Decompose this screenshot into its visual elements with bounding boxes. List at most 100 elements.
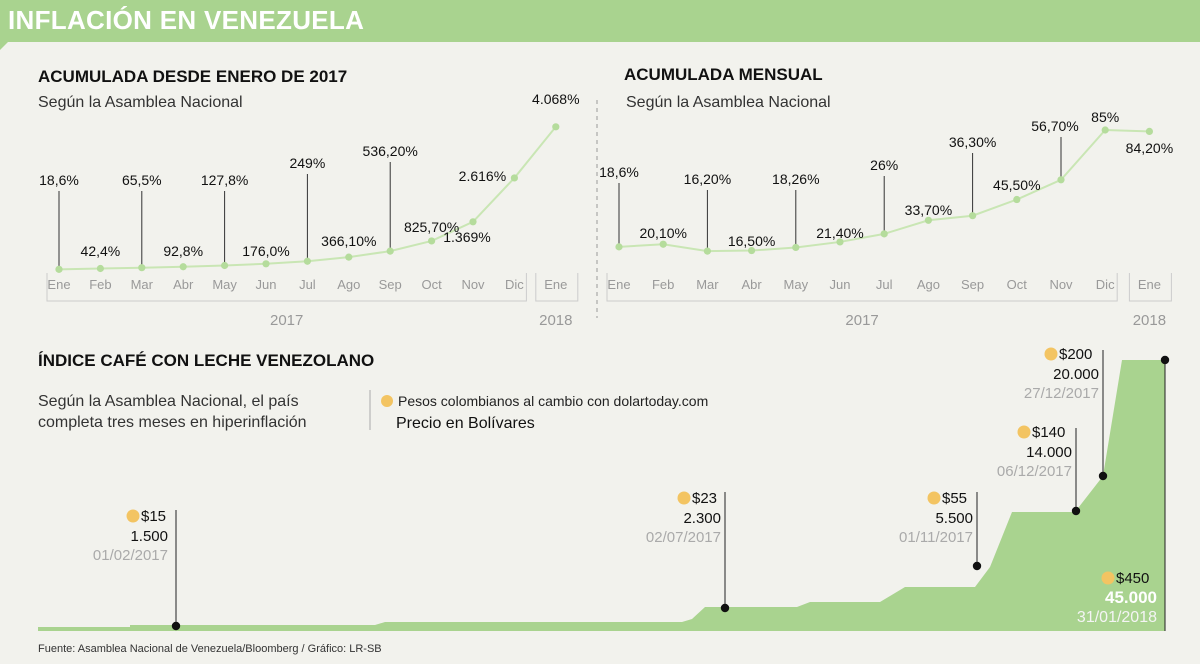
chart1-point [428, 237, 436, 245]
coin-icon [1044, 347, 1058, 361]
area-price-fill [38, 360, 1165, 631]
price-date-label: 02/07/2017 [646, 529, 721, 546]
chart2-point [880, 230, 888, 238]
chart1-point [55, 265, 63, 273]
chart2-data-label: 16,20% [684, 171, 731, 187]
chart2-subtitle: Según la Asamblea Nacional [626, 94, 831, 111]
chart2-point [1145, 127, 1153, 136]
chart1-point [96, 264, 104, 273]
price-bolivares-label: 20.000 [1053, 366, 1099, 383]
price-point [1098, 471, 1108, 481]
chart2-data-label: 84,20% [1126, 140, 1173, 156]
header-bar: INFLACIÓN EN VENEZUELA [0, 0, 1200, 42]
chart3-subtitle-line2: completa tres meses en hiperinflación [38, 414, 307, 431]
chart1-point [221, 261, 229, 270]
chart1-x-tick: Nov [461, 277, 485, 292]
chart1-year-2017: 2017 [270, 312, 303, 329]
chart2-year-bracket-2018 [1128, 273, 1172, 302]
price-bolivares-label: 14.000 [1026, 444, 1072, 461]
price-point [1160, 355, 1170, 365]
coin-icon [1101, 571, 1115, 585]
chart2-x-tick: Ene [1138, 277, 1161, 292]
chart2-point [792, 243, 800, 252]
chart1-data-label: 2.616% [459, 168, 506, 184]
chart1-point [262, 260, 270, 268]
price-point [720, 603, 730, 613]
chart1-point [510, 174, 518, 182]
chart3-subtitle-line1: Según la Asamblea Nacional, el país [38, 393, 299, 410]
price-usd-label: $450 [1116, 570, 1149, 587]
chart2-data-label: 36,30% [949, 134, 996, 150]
legend-usd-label: Pesos colombianos al cambio con dolartod… [398, 393, 708, 409]
price-bolivares-label: 5.500 [935, 510, 973, 527]
chart1-point [179, 263, 187, 271]
price-point [171, 621, 181, 631]
chart1-year-bracket-2017 [46, 273, 527, 302]
chart2-data-label: 85% [1091, 109, 1119, 125]
price-date-label: 01/11/2017 [899, 529, 973, 546]
coin-icon [126, 509, 140, 523]
price-bolivares-label: 2.300 [683, 510, 721, 527]
chart2-x-tick: Abr [741, 277, 762, 292]
coin-icon [1017, 425, 1031, 439]
chart2-year-bracket-2017 [606, 273, 1118, 302]
chart2-x-tick: Jun [830, 277, 851, 292]
chart2-data-label: 56,70% [1031, 118, 1078, 134]
chart2-x-tick: Feb [652, 277, 674, 292]
chart1-x-tick: Jun [256, 277, 277, 292]
page-title: INFLACIÓN EN VENEZUELA [8, 5, 365, 35]
price-usd-label: $200 [1059, 346, 1092, 363]
chart2-point [1057, 176, 1065, 184]
chart2-data-label: 20,10% [639, 225, 686, 241]
chart2-year-2017: 2017 [845, 312, 878, 329]
legend-coin-icon [381, 395, 393, 407]
chart1-subtitle: Según la Asamblea Nacional [38, 94, 243, 111]
price-usd-label: $140 [1032, 424, 1065, 441]
chart2-data-label: 45,50% [993, 177, 1040, 193]
chart1-x-tick: Ago [337, 277, 360, 292]
chart1-point [345, 253, 353, 261]
chart2-point [703, 247, 712, 255]
chart1-point [469, 218, 477, 226]
legend-bolivares-label: Precio en Bolívares [396, 415, 535, 432]
chart2-data-label: 21,40% [816, 225, 863, 241]
chart2-point [615, 243, 623, 251]
chart1-point [386, 247, 394, 255]
chart2-title: ACUMULADA MENSUAL [624, 65, 823, 84]
chart1-year-2018: 2018 [539, 312, 572, 329]
chart1-data-label: 18,6% [39, 172, 79, 188]
chart2-point [659, 240, 667, 248]
price-date-label: 06/12/2017 [997, 463, 1072, 480]
chart2-x-tick: Sep [961, 277, 984, 292]
chart2-x-tick: Dic [1096, 277, 1115, 292]
chart1-data-label: 92,8% [163, 243, 203, 259]
chart2-point [969, 212, 977, 220]
chart1-data-label: 65,5% [122, 172, 162, 188]
chart3-plot: $15 1.500 01/02/2017 $23 2.300 02/07/2017 $55 5… [38, 346, 1170, 631]
chart1-data-label: 42,4% [81, 243, 121, 259]
chart1-plot: 18,6% 42,4% 65,5% 92,8% 127,8% 176,0% 249% 366,… [39, 91, 579, 329]
chart1-data-label: 825,70% [404, 219, 459, 235]
chart1-x-tick: May [212, 277, 237, 292]
chart1-x-tick: Abr [173, 277, 194, 292]
price-point [972, 561, 982, 571]
coin-icon [677, 491, 691, 505]
chart2-plot: 18,6% 20,10% 16,20% 16,50% 18,26% 21,40% 26% 33… [599, 109, 1173, 329]
price-bolivares-label: 1.500 [130, 528, 168, 545]
chart1-x-tick: Jul [299, 277, 316, 292]
chart2-data-label: 18,26% [772, 171, 819, 187]
source-footnote: Fuente: Asamblea Nacional de Venezuela/B… [38, 643, 382, 655]
chart1-x-tick: Ene [47, 277, 70, 292]
chart1-data-label: 249% [289, 155, 325, 171]
chart2-x-tick: May [784, 277, 809, 292]
chart2-x-tick: Oct [1007, 277, 1028, 292]
chart1-data-label: 127,8% [201, 172, 248, 188]
price-date-label: 27/12/2017 [1024, 385, 1099, 402]
chart1-data-label: 1.369% [443, 229, 490, 245]
chart1-title: ACUMULADA DESDE ENERO DE 2017 [38, 67, 347, 86]
price-point [1071, 506, 1081, 516]
chart2-x-tick: Ene [607, 277, 630, 292]
chart1-point [138, 264, 146, 272]
chart2-point [924, 216, 933, 224]
